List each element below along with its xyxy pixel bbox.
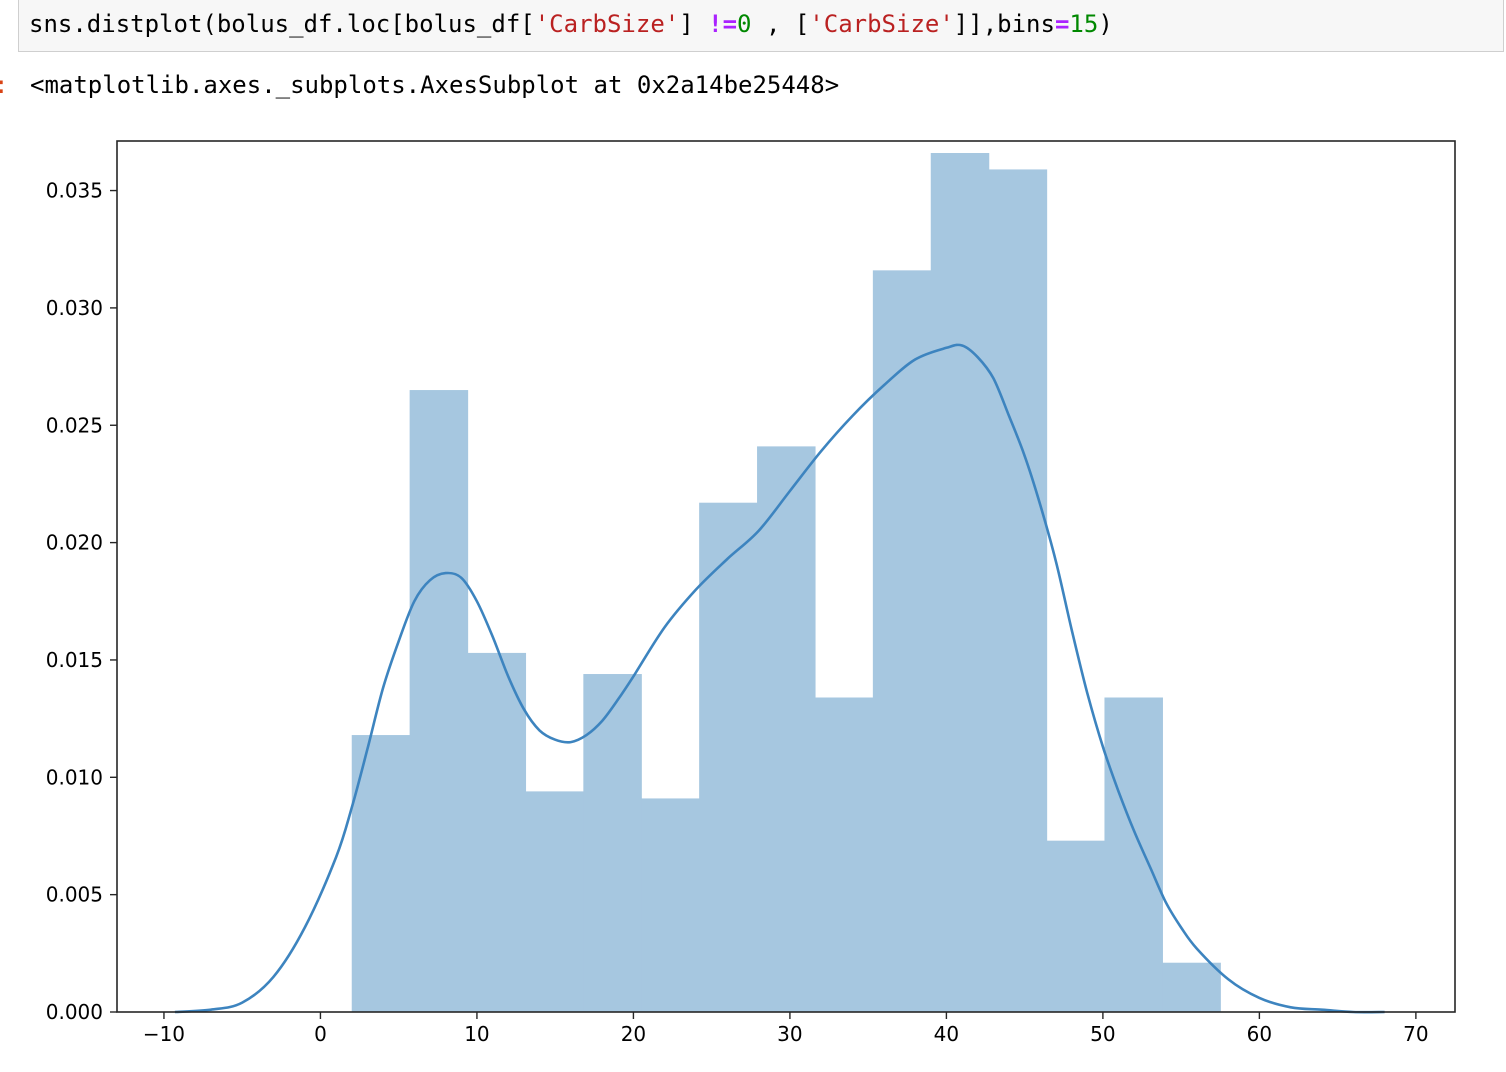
code-token: 'CarbSize' — [534, 10, 680, 38]
x-tick-label: 50 — [1090, 1022, 1115, 1046]
axes-frame — [116, 140, 1456, 1013]
histogram-bar — [699, 502, 758, 1012]
histogram-bar — [814, 697, 874, 1012]
x-tick-label: −10 — [143, 1022, 185, 1046]
histogram-bar — [1046, 840, 1106, 1012]
y-axis: 0.000 0.005 0.010 0.015 0.020 0.025 0.030 0.035 — [46, 179, 117, 1024]
code-token: sns.distplot(bolus_df.loc[bolus_df[ — [29, 10, 535, 38]
x-tick-label: 0 — [314, 1022, 327, 1046]
histogram-bar — [1104, 697, 1163, 1012]
histogram-bar — [641, 798, 700, 1012]
code-token: , [ — [751, 10, 810, 38]
code-token: 15 — [1069, 10, 1099, 38]
x-tick-label: 60 — [1247, 1022, 1272, 1046]
y-tick-label: 0.000 — [46, 1000, 103, 1024]
histogram-bars — [351, 153, 1221, 1012]
histogram-bar — [757, 446, 816, 1012]
histogram-bar — [525, 791, 584, 1012]
histogram-bar — [1162, 962, 1221, 1012]
histogram-bar — [872, 270, 932, 1012]
kde-line — [174, 343, 1385, 1014]
output-prompt: : — [0, 62, 8, 108]
histogram-bar — [988, 169, 1048, 1012]
y-tick-label: 0.030 — [46, 296, 103, 320]
x-tick-label: 30 — [777, 1022, 802, 1046]
y-tick-label: 0.010 — [46, 765, 103, 789]
code-token: != — [708, 10, 738, 38]
x-tick-label: 70 — [1403, 1022, 1428, 1046]
code-token: = — [1054, 10, 1070, 38]
code-line: sns.distplot(bolus_df.loc[bolus_df['Carb… — [29, 10, 1113, 38]
y-tick-label: 0.015 — [46, 648, 103, 672]
x-axis: −10 0 10 20 30 40 50 60 70 — [143, 1012, 1429, 1046]
y-tick-label: 0.005 — [46, 883, 103, 907]
x-tick-label: 40 — [934, 1022, 959, 1046]
histogram-bar — [467, 652, 527, 1012]
x-tick-label: 20 — [621, 1022, 646, 1046]
y-tick-label: 0.035 — [46, 179, 103, 203]
code-token: 0 — [737, 10, 752, 38]
histogram-bar — [409, 390, 469, 1012]
code-token: ]],bins — [953, 10, 1055, 38]
code-token: ] — [679, 10, 709, 38]
histogram-bar — [583, 674, 642, 1012]
y-tick-label: 0.020 — [46, 531, 103, 555]
code-cell[interactable]: sns.distplot(bolus_df.loc[bolus_df['Carb… — [18, 0, 1504, 52]
code-token: ) — [1098, 10, 1113, 38]
histogram-bar — [930, 153, 990, 1012]
x-tick-label: 10 — [464, 1022, 489, 1046]
code-token: 'CarbSize' — [809, 10, 954, 38]
output-text: <matplotlib.axes._subplots.AxesSubplot a… — [30, 71, 840, 99]
histogram-bar — [351, 735, 411, 1012]
y-tick-label: 0.025 — [46, 413, 103, 437]
